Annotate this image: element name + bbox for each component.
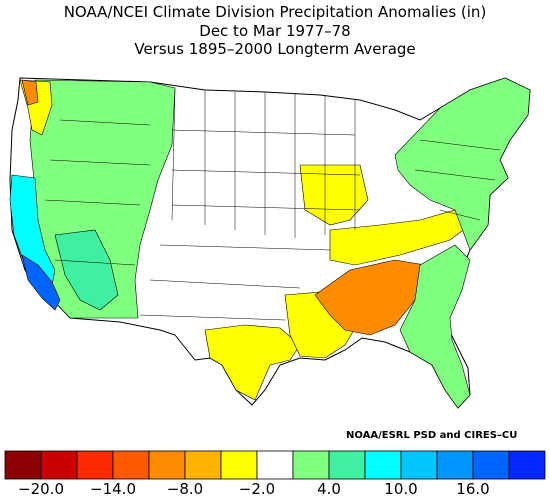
legend-swatch bbox=[400, 450, 438, 480]
legend-tick-label: 4.0 bbox=[317, 480, 341, 498]
credit-text: NOAA/ESRL PSD and CIRES–CU bbox=[346, 430, 518, 441]
legend-swatch bbox=[436, 450, 474, 480]
legend-swatch bbox=[40, 450, 78, 480]
division-grid bbox=[44, 89, 501, 321]
legend-swatch bbox=[220, 450, 258, 480]
legend-swatch bbox=[148, 450, 186, 480]
map-baseline: Versus 1895–2000 Longterm Average bbox=[134, 40, 416, 58]
legend-swatch bbox=[76, 450, 114, 480]
legend-swatch bbox=[364, 450, 402, 480]
legend-tick-label: 10.0 bbox=[384, 480, 417, 498]
legend-swatch bbox=[184, 450, 222, 480]
legend-swatch bbox=[112, 450, 150, 480]
map-period: Dec to Mar 1977–78 bbox=[199, 22, 351, 40]
legend-swatch bbox=[4, 450, 42, 480]
color-legend: −20.0 −14.0 −8.0 −2.0 4.0 10.0 16.0 bbox=[4, 450, 546, 498]
region-southern-california bbox=[21, 254, 61, 311]
legend-swatch bbox=[508, 450, 546, 480]
legend-swatch bbox=[472, 450, 510, 480]
region-texas-dry bbox=[204, 324, 301, 401]
legend-swatches bbox=[4, 450, 546, 480]
region-tennessee-dry bbox=[329, 209, 471, 266]
legend-tick-label: −2.0 bbox=[239, 480, 275, 498]
legend-tick-labels: −20.0 −14.0 −8.0 −2.0 4.0 10.0 16.0 bbox=[18, 480, 490, 498]
legend-swatch bbox=[256, 450, 294, 480]
region-northeast-wet bbox=[394, 77, 531, 251]
region-deep-south-deficit bbox=[314, 259, 426, 336]
legend-swatch bbox=[328, 450, 366, 480]
legend-tick-label: −8.0 bbox=[167, 480, 203, 498]
map-title: NOAA/NCEI Climate Division Precipitation… bbox=[63, 3, 487, 21]
us-precip-map bbox=[9, 77, 531, 409]
region-southeast-wet bbox=[399, 244, 471, 409]
legend-tick-label: −20.0 bbox=[18, 480, 64, 498]
legend-swatch bbox=[292, 450, 330, 480]
legend-tick-label: −14.0 bbox=[90, 480, 136, 498]
region-great-basin bbox=[54, 229, 119, 311]
region-puget-sound bbox=[21, 79, 39, 106]
legend-tick-label: 16.0 bbox=[456, 480, 489, 498]
